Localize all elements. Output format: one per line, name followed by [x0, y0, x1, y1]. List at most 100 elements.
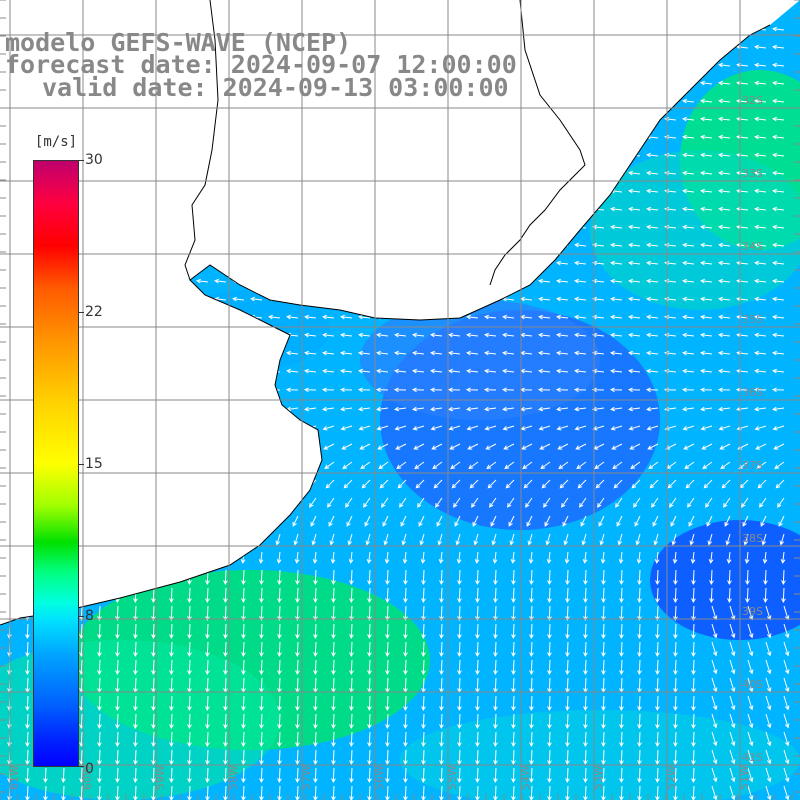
wind-arrow	[259, 731, 264, 748]
wind-arrow	[88, 368, 101, 374]
lon-label: 51W	[738, 765, 751, 790]
wind-arrow	[324, 461, 335, 470]
wind-arrow	[142, 314, 155, 320]
wind-arrow	[313, 605, 318, 622]
lon-label: 55W	[446, 765, 459, 790]
wind-arrow	[249, 387, 263, 393]
wind-arrow	[558, 461, 569, 470]
wind-arrow	[412, 242, 425, 248]
wind-arrow	[646, 188, 659, 194]
wind-arrow	[772, 278, 785, 284]
wind-arrow	[115, 749, 120, 766]
wind-arrow	[421, 641, 426, 658]
wind-arrow	[619, 659, 624, 676]
wind-arrow	[747, 713, 754, 729]
wind-arrow	[160, 406, 173, 412]
wind-arrow	[772, 368, 785, 374]
wind-arrow	[439, 659, 444, 676]
wind-arrow	[736, 26, 749, 32]
wind-arrow	[340, 368, 353, 374]
wind-arrow	[142, 425, 155, 431]
wind-arrow	[322, 368, 335, 374]
wind-arrow	[403, 713, 408, 730]
wind-arrow	[88, 8, 101, 14]
wind-arrow	[95, 533, 101, 546]
wind-arrow	[743, 533, 749, 546]
wind-arrow	[232, 134, 245, 140]
wind-arrow	[205, 695, 210, 712]
wind-arrow	[256, 515, 263, 527]
wind-arrow	[106, 242, 119, 248]
wind-arrow	[25, 605, 30, 622]
wind-arrow	[619, 785, 624, 800]
wind-arrow	[376, 278, 389, 284]
wind-arrow	[475, 659, 480, 676]
wind-arrow	[484, 260, 497, 266]
wind-arrow	[132, 551, 138, 564]
wind-arrow	[556, 26, 569, 32]
wind-arrow	[52, 152, 65, 158]
wind-arrow	[646, 98, 659, 104]
wind-arrow	[747, 677, 754, 693]
wind-arrow	[700, 242, 713, 248]
wind-arrow	[322, 332, 335, 338]
wind-arrow	[268, 332, 281, 338]
wind-arrow	[124, 116, 137, 122]
wind-arrow	[268, 152, 281, 158]
wind-arrow	[592, 188, 605, 194]
wind-arrow	[439, 641, 444, 658]
wind-arrow	[757, 479, 767, 489]
wind-arrow	[25, 731, 30, 748]
wind-arrow	[0, 332, 11, 338]
wind-arrow	[583, 749, 588, 766]
wind-arrow	[111, 497, 119, 508]
wind-arrow	[669, 497, 677, 508]
wind-arrow	[610, 98, 623, 104]
wind-arrow	[385, 605, 390, 622]
wind-arrow	[574, 406, 587, 412]
wind-arrow	[475, 749, 480, 766]
wind-arrow	[295, 641, 300, 658]
wind-arrow	[124, 152, 137, 158]
wind-arrow	[403, 569, 408, 586]
wind-arrow	[286, 134, 299, 140]
wind-arrow	[493, 659, 498, 676]
wind-arrow	[783, 749, 790, 765]
wind-arrow	[520, 98, 533, 104]
wind-arrow	[601, 785, 606, 800]
wind-arrow	[88, 134, 101, 140]
wind-arrow	[547, 713, 552, 730]
wind-arrow	[239, 533, 245, 546]
wind-arrow	[376, 332, 389, 338]
wind-arrow	[449, 443, 461, 450]
wind-arrow	[559, 479, 569, 489]
wind-arrow	[592, 406, 605, 412]
wind-arrow	[187, 569, 192, 586]
wind-arrow	[493, 587, 498, 604]
wind-arrow	[592, 296, 605, 302]
wind-arrow	[178, 368, 191, 374]
wind-arrow	[529, 623, 534, 640]
wind-arrow	[700, 188, 713, 194]
wind-arrow	[565, 785, 570, 800]
wind-arrow	[555, 387, 569, 393]
wind-arrow	[295, 785, 300, 800]
wind-arrow	[366, 551, 372, 564]
wind-arrow	[538, 224, 551, 230]
wind-arrow	[754, 98, 767, 104]
wind-arrow	[149, 533, 155, 546]
wind-arrow	[601, 731, 606, 748]
wind-arrow	[682, 62, 695, 68]
wind-arrow	[484, 134, 497, 140]
wind-arrow	[169, 767, 174, 784]
wind-arrow	[61, 785, 66, 800]
wind-arrow	[376, 188, 389, 194]
wind-arrow	[711, 767, 718, 783]
wind-arrow	[358, 350, 371, 356]
wind-arrow	[16, 188, 29, 194]
lat-label: 39S	[742, 605, 763, 618]
wind-arrow	[611, 443, 623, 450]
wind-arrow	[25, 623, 30, 640]
wind-arrow	[241, 659, 246, 676]
wind-arrow	[331, 623, 336, 640]
